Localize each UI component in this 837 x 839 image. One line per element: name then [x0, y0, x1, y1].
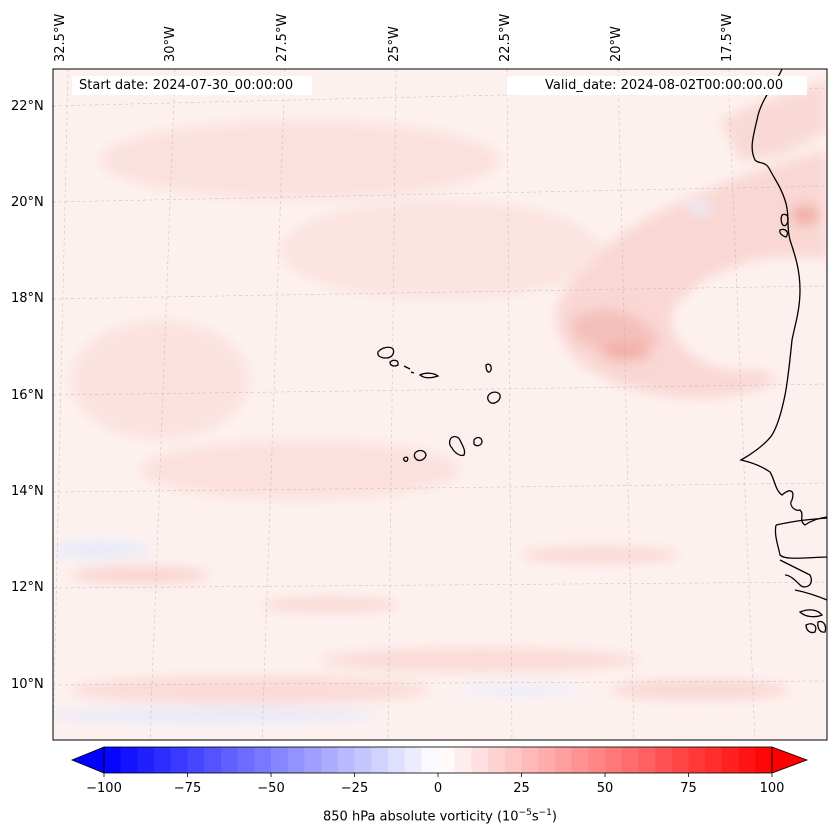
colorbar-segment: [454, 747, 472, 773]
colorbar-segment: [254, 747, 272, 773]
lon-label-17-5w: 17.5°W: [720, 13, 735, 62]
colorbar-segment: [120, 747, 138, 773]
colorbar-segment: [187, 747, 205, 773]
colorbar-segment: [621, 747, 639, 773]
colorbar-segment: [705, 747, 723, 773]
colorbar-segment: [421, 747, 439, 773]
colorbar-segment: [220, 747, 239, 773]
colorbar-segment: [438, 747, 456, 773]
map-frame: [52, 68, 828, 741]
colorbar-min-arrow: [70, 746, 105, 774]
lon-label-25w: 25°W: [387, 26, 402, 62]
colorbar-tick-label: 100: [759, 781, 785, 796]
coastline: [377, 69, 827, 634]
colorbar-tick-label: 0: [433, 781, 443, 796]
colorbar-tick-label: 50: [596, 781, 614, 796]
colorbar-segment: [337, 747, 355, 773]
colorbar-segment: [154, 747, 172, 773]
colorbar-segment: [504, 747, 522, 773]
start-date-label: Start date: 2024-07-30_00:00:00: [79, 78, 294, 93]
colorbar-tick-label: 75: [680, 781, 697, 796]
colorbar-segment: [488, 747, 506, 773]
colorbar-segment: [271, 747, 289, 773]
colorbar-max-arrow: [771, 746, 809, 774]
colorbar-segment: [321, 747, 339, 773]
colorbar-segment: [605, 747, 623, 773]
colorbar-segment: [387, 747, 406, 773]
colorbar-segment: [655, 747, 673, 773]
colorbar-segment: [237, 747, 255, 773]
lat-label-12n: 12°N: [11, 580, 44, 595]
colorbar-segment: [538, 747, 556, 773]
lat-label-18n: 18°N: [11, 291, 44, 306]
colorbar-segment: [471, 747, 489, 773]
colorbar-title-exponent-2: −1: [538, 808, 552, 818]
colorbar-title-main: 850 hPa absolute vorticity (10: [323, 809, 519, 825]
vorticity-field: [53, 69, 827, 740]
colorbar-segment: [638, 747, 656, 773]
graticule: [53, 69, 827, 740]
colorbar-segment: [354, 747, 372, 773]
colorbar-segment: [104, 747, 122, 773]
colorbar-title-end: ): [551, 809, 557, 825]
lat-label-16n: 16°N: [11, 388, 44, 403]
lon-label-30w: 30°W: [163, 26, 178, 62]
valid-date-label: Valid_date: 2024-08-02T00:00:00.00: [545, 78, 784, 93]
lat-label-22n: 22°N: [11, 99, 44, 114]
colorbar-tick-label: −75: [173, 781, 202, 796]
colorbar-segment: [554, 747, 573, 773]
lon-label-20w: 20°W: [609, 26, 624, 62]
colorbar-segment: [137, 747, 155, 773]
colorbar-segment: [755, 747, 773, 773]
colorbar-title-unit: s: [531, 809, 539, 825]
lon-label-22-5w: 22.5°W: [498, 13, 513, 62]
lon-label-32-5w: 32.5°W: [53, 13, 68, 62]
colorbar-title-exponent-1: −5: [518, 808, 532, 818]
colorbar-segment: [204, 747, 222, 773]
colorbar-segment: [688, 747, 706, 773]
colorbar-tick-label: −100: [86, 781, 122, 796]
start-date-box: [72, 76, 312, 95]
lat-label-14n: 14°N: [11, 484, 44, 499]
colorbar-segment: [371, 747, 389, 773]
colorbar-tick-label: −25: [340, 781, 369, 796]
colorbar-tick-label: −50: [257, 781, 285, 796]
colorbar-segment: [521, 747, 539, 773]
valid-date-box: [507, 76, 807, 95]
lon-label-27-5w: 27.5°W: [275, 13, 290, 62]
colorbar-tick-label: 25: [513, 781, 530, 796]
colorbar-segment: [170, 747, 188, 773]
colorbar-segment: [588, 747, 606, 773]
colorbar-segment: [404, 747, 422, 773]
colorbar-segment: [304, 747, 322, 773]
lat-label-20n: 20°N: [11, 195, 44, 210]
colorbar-title: 850 hPa absolute vorticity (10−5s−1): [323, 808, 557, 825]
colorbar: [70, 746, 809, 777]
lat-label-10n: 10°N: [11, 677, 44, 692]
colorbar-segment: [571, 747, 589, 773]
colorbar-segment: [671, 747, 689, 773]
colorbar-segment: [287, 747, 305, 773]
colorbar-segment: [721, 747, 740, 773]
colorbar-segment: [738, 747, 756, 773]
